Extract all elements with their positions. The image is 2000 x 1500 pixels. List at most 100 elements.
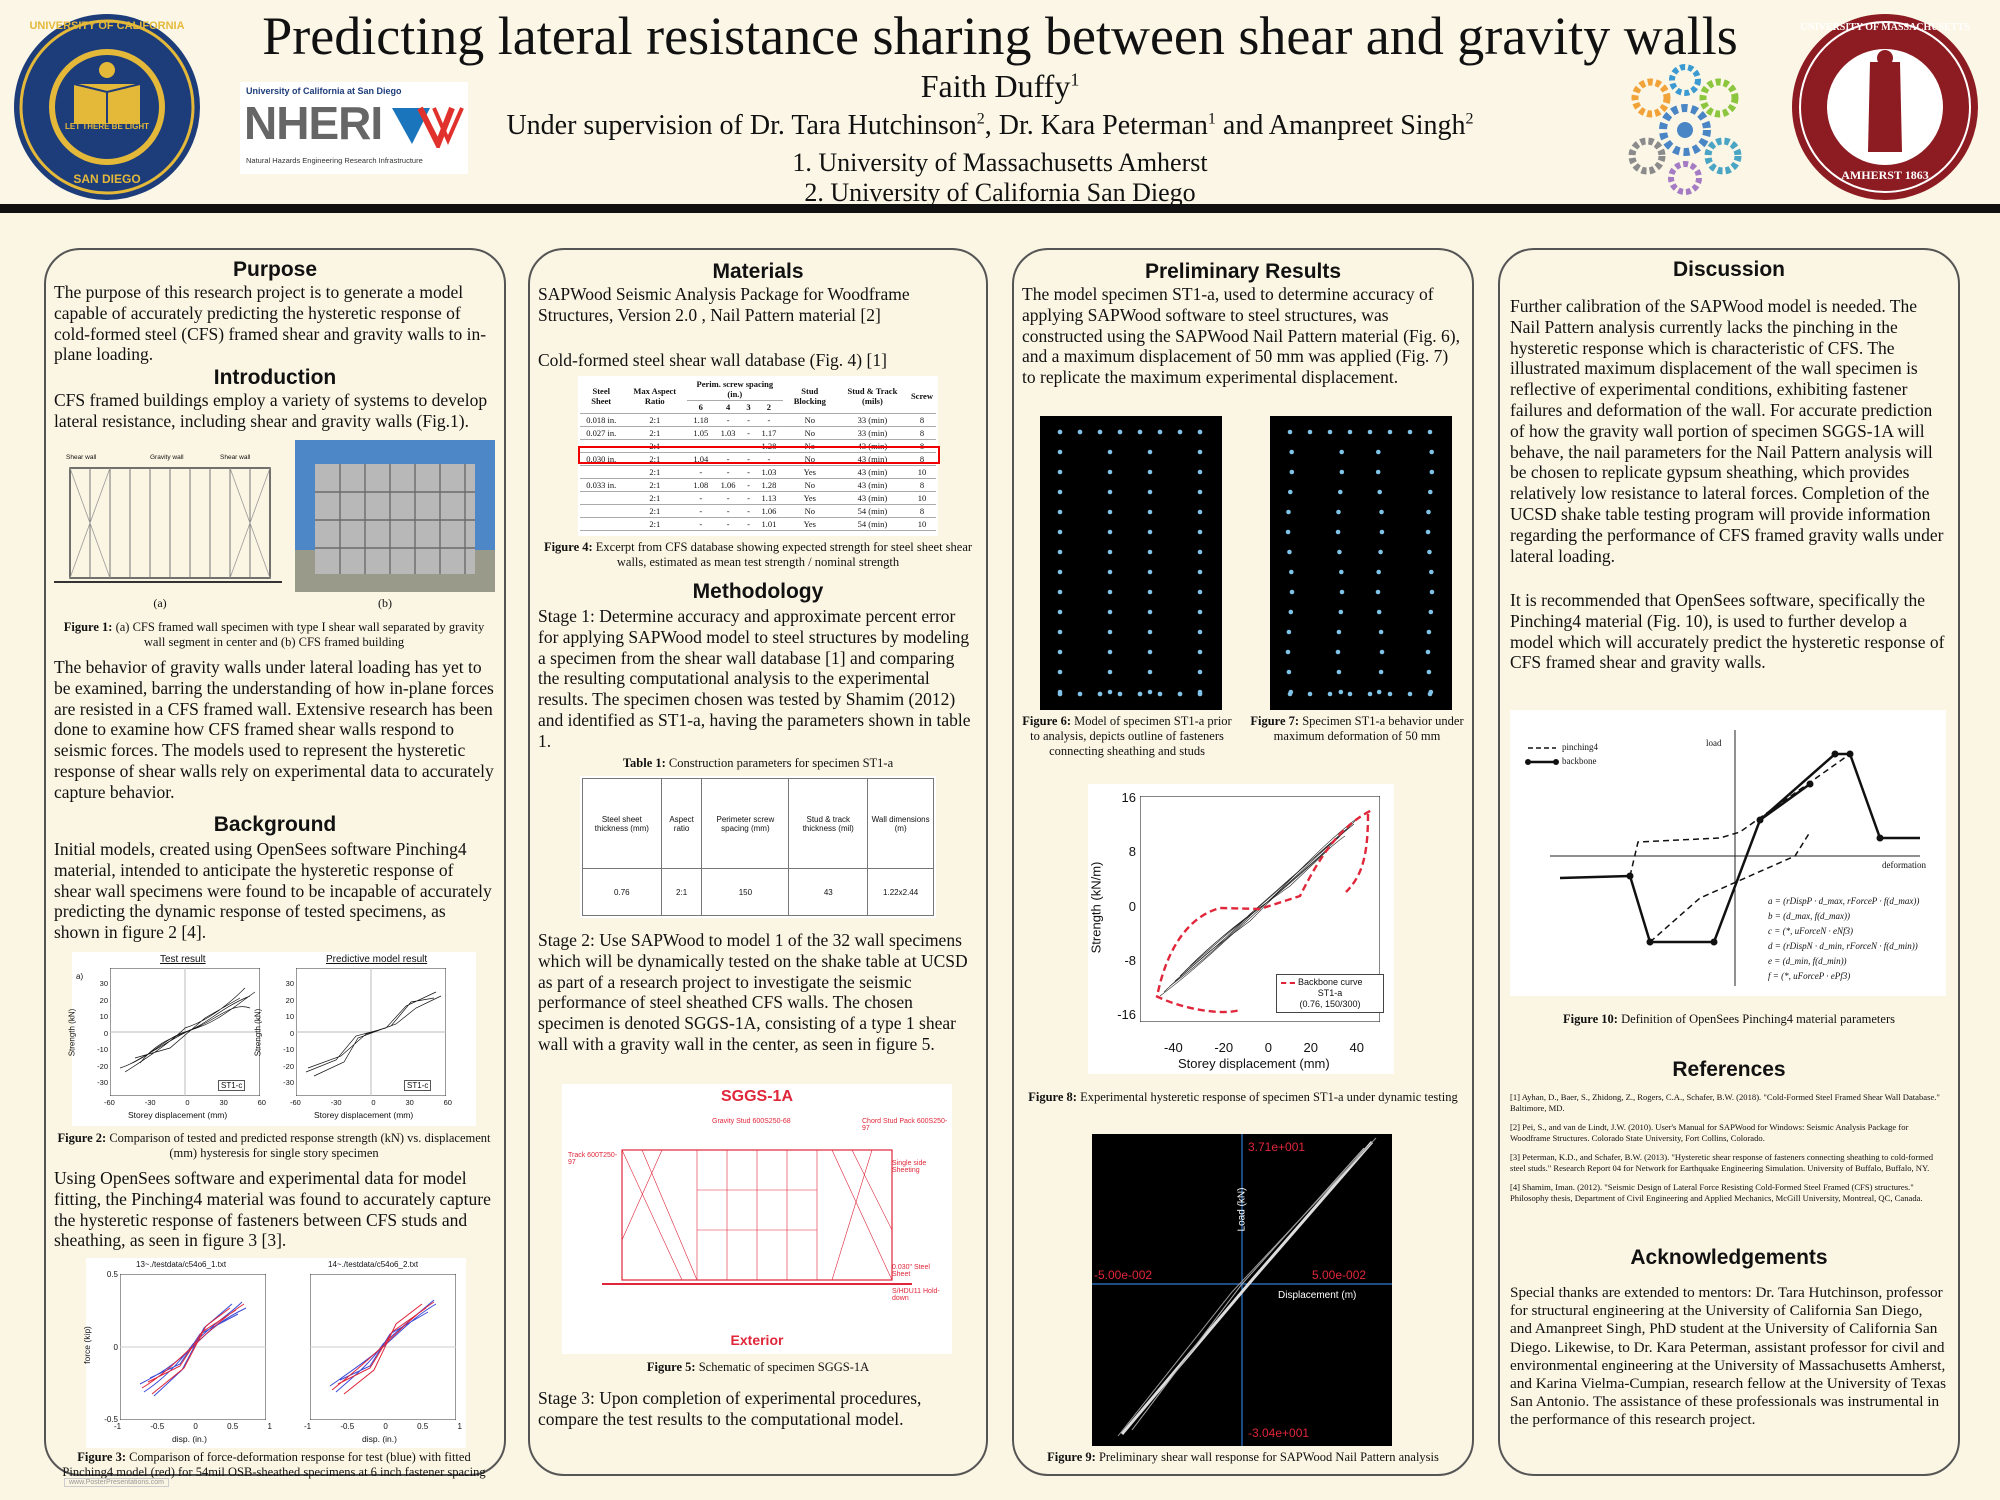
fastener-dot (1157, 429, 1163, 435)
fastener-dot (1107, 509, 1113, 515)
fig8-ytick: 16 (1121, 790, 1136, 805)
poster-presentations-footer[interactable]: www.PosterPresentations.com (64, 1478, 169, 1487)
db-col-aspect: Max Aspect Ratio (622, 378, 688, 414)
fig5-title: SGGS-1A (720, 1088, 793, 1105)
supervisor-1-sup: 2 (976, 110, 985, 128)
table1-caption-label: Table 1: (622, 756, 666, 770)
db-header-row: Steel Sheet Max Aspect Ratio Perim. scre… (580, 378, 936, 414)
db-cell: 2:1 (622, 426, 688, 440)
fig2-x-ticks-left: -60 -30 0 30 60 (104, 1098, 266, 1107)
fastener-dot (1197, 529, 1203, 535)
db-cell: - (687, 517, 715, 531)
fig2-xtick: -60 (104, 1098, 115, 1107)
table1-cell: 2:1 (660, 868, 703, 916)
fastener-dot (1157, 691, 1163, 697)
fig2-legend-left: ST1-c (218, 1080, 246, 1091)
fig2-ytick: 30 (285, 979, 294, 988)
introduction-heading: Introduction (213, 366, 337, 389)
db-row: 0.033 in. 2:1 1.08 1.06-1.28 No 43 (min) 8 (580, 478, 936, 492)
fastener-dot (1425, 649, 1431, 655)
fastener-dot (1137, 691, 1143, 697)
fastener-dot (1197, 509, 1203, 515)
fig1-bracing (69, 467, 271, 579)
fig8-caption-label: Figure 8: (1028, 1090, 1077, 1104)
fastener-dot (1107, 689, 1113, 695)
supervisor-1: Under supervision of Dr. Tara Hutchinson (506, 110, 977, 141)
table1-value-row: 0.76 2:1 150 43 1.22x2.44 (582, 868, 934, 916)
fastener-dot (1427, 429, 1433, 435)
fig1-caption-text: (a) CFS framed wall specimen with type I… (112, 620, 485, 649)
supervision-line: Under supervision of Dr. Tara Hutchinson… (440, 110, 1540, 142)
purpose-text: The purpose of this research project is … (54, 282, 487, 365)
db-cell: 1.06 (714, 478, 742, 492)
fig2-xtick: 0 (371, 1098, 376, 1107)
figure-2-caption: Figure 2: Comparison of tested and predi… (54, 1131, 494, 1161)
fig7-caption-label: Figure 7: (1250, 714, 1300, 728)
fastener-dot (1378, 549, 1383, 555)
fastener-dot (1429, 569, 1434, 575)
fastener-dot (1335, 649, 1341, 655)
fastener-dot (1367, 691, 1373, 697)
fig5-note-track: Track 600T250-97 (568, 1152, 618, 1166)
figure-1-building-photo (295, 440, 495, 592)
fastener-dot (1429, 469, 1435, 475)
fastener-dot (1057, 629, 1063, 635)
discussion-text-2: It is recommended that OpenSees software… (1510, 590, 1945, 673)
db-cell: 2:1 (622, 517, 688, 531)
fastener-dot (1336, 669, 1342, 675)
fastener-dot (1429, 449, 1434, 455)
fastener-dot (1147, 509, 1153, 515)
fig2-panel-a-label: a) (76, 972, 84, 981)
fastener-dot (1287, 549, 1292, 555)
fig2-xtick: -30 (330, 1098, 342, 1107)
fastener-dot (1379, 509, 1384, 515)
fastener-dot (1197, 689, 1203, 695)
db-cell: 1.01 (755, 517, 783, 531)
fastener-dot (1378, 629, 1384, 635)
fig3-right-plot (310, 1274, 456, 1420)
fig2-ytick: -30 (283, 1078, 294, 1087)
fig6-caption-text: Model of specimen ST1-a prior to analysi… (1030, 714, 1232, 758)
fig3-xtick: 0.5 (417, 1422, 429, 1431)
fastener-dot (1429, 589, 1435, 595)
fastener-dot (1107, 649, 1113, 655)
fig1-label-a: (a) (153, 596, 167, 610)
fig10-eq-f: f = (*, uForceP · ePf3) (1768, 971, 1851, 981)
fig2-y-ticks-left: 30 20 10 0 -10 -20 -30 (92, 976, 108, 1092)
db-cell: Yes (782, 517, 837, 531)
db-cell: 54 (min) (836, 504, 908, 518)
umass-seal-text-top: UNIVERSITY OF MASSACHUSETTS (1800, 22, 1970, 33)
fastener-dot (1147, 589, 1153, 595)
fig9-caption-text: Preliminary shear wall response for SAPW… (1095, 1450, 1439, 1464)
fastener-dot (1285, 529, 1291, 535)
purpose-heading: Purpose (232, 258, 318, 281)
results-heading: Preliminary Results (1144, 260, 1342, 283)
fig8-legend-st1a: ST1-a (1317, 988, 1343, 998)
figure-1-wall-drawing (54, 467, 282, 583)
fastener-dot (1197, 489, 1203, 495)
stage-3-text: Stage 3: Upon completion of experimental… (538, 1388, 922, 1429)
reference-1: [1] Ayhan, D., Baer, S., Zhidong, Z., Ro… (1510, 1092, 1940, 1113)
fig5-caption-text: Schematic of specimen SGGS-1A (695, 1360, 870, 1374)
db-cell: - (741, 413, 756, 427)
fastener-dot (1376, 609, 1382, 615)
db-cell: 2:1 (622, 491, 688, 505)
fastener-dot (1057, 689, 1063, 695)
fig3-xtick: 1 (267, 1422, 272, 1431)
fastener-dot (1057, 589, 1063, 595)
figure-10-caption: Figure 10: Definition of OpenSees Pinchi… (1510, 1012, 1948, 1027)
fig8-ytick: 0 (1128, 898, 1136, 914)
fig1-label-shear-left: Shear wall (66, 454, 97, 461)
figure-5-schematic: SGGS-1A Gravity Stud 600S250-68 Chord St… (562, 1084, 952, 1354)
db-cell: - (741, 491, 756, 505)
fig10-legend-backbone: backbone (1562, 756, 1597, 766)
fastener-dot (1107, 609, 1113, 615)
fastener-dot (1147, 489, 1153, 495)
acknowledgements-heading: Acknowledgements (1630, 1246, 1828, 1269)
fig8-ylabel: Strength (kN/m) (1088, 861, 1104, 954)
fig3-x-ticks-left: -1 -0.5 0 0.5 1 (114, 1422, 272, 1431)
db-cell: 2:1 (622, 478, 688, 492)
db-cell: 8 (907, 413, 936, 427)
fig8-xtick: 20 (1303, 1040, 1318, 1055)
db-cell (580, 491, 623, 505)
